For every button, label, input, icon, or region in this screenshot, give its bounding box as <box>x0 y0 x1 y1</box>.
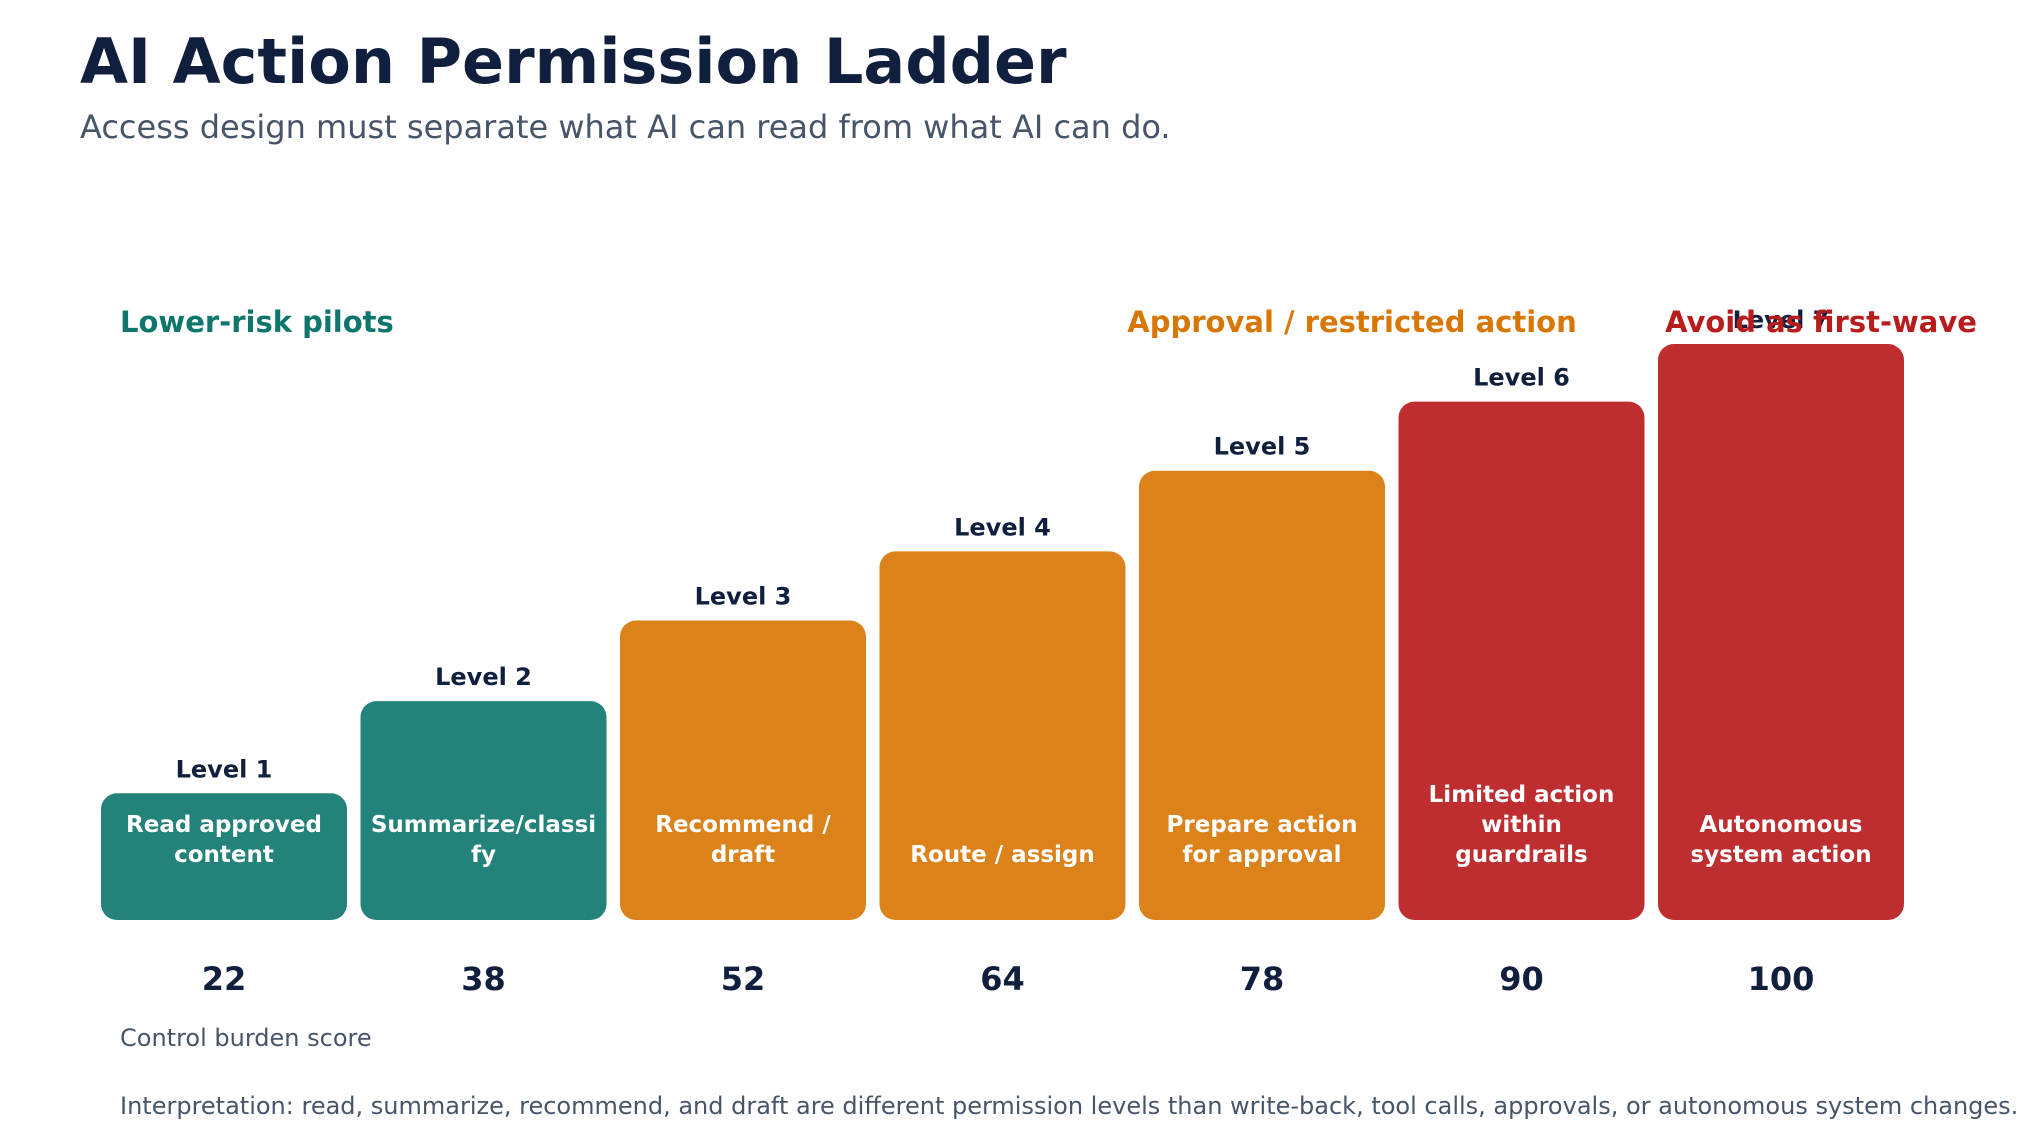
bar-description-7-line-2: system action <box>1690 842 1871 868</box>
interpretation-note: Interpretation: read, summarize, recomme… <box>120 1092 2019 1120</box>
score-label-6: 90 <box>1499 960 1544 998</box>
group-label-3: Avoid as first-wave <box>1665 305 1977 339</box>
score-label-4: 64 <box>980 960 1025 998</box>
bar-description-1-line-1: Read approved <box>126 812 322 838</box>
bar-description-6-line-2: within <box>1481 812 1562 838</box>
x-axis-label: Control burden score <box>120 1024 372 1052</box>
bar-3 <box>620 620 866 920</box>
level-label-7: Level 7 <box>1733 306 1830 334</box>
level-label-3: Level 3 <box>695 582 792 610</box>
bar-description-2-line-2: fy <box>471 842 496 868</box>
bar-description-7-line-1: Autonomous <box>1700 812 1863 838</box>
score-label-5: 78 <box>1240 960 1285 998</box>
bar-description-3-line-2: draft <box>711 842 775 868</box>
bar-2 <box>360 701 607 920</box>
chart-title: AI Action Permission Ladder <box>80 25 1067 98</box>
group-label-2: Approval / restricted action <box>1127 305 1576 339</box>
bar-5 <box>1139 470 1385 920</box>
level-label-5: Level 5 <box>1214 433 1311 461</box>
level-label-1: Level 1 <box>176 755 273 783</box>
level-label-6: Level 6 <box>1473 364 1570 392</box>
chart-subtitle: Access design must separate what AI can … <box>80 108 1171 146</box>
level-label-4: Level 4 <box>954 513 1051 541</box>
score-label-1: 22 <box>202 960 247 998</box>
score-label-3: 52 <box>721 960 766 998</box>
score-label-7: 100 <box>1748 960 1815 998</box>
bar-description-1-line-2: content <box>174 842 274 868</box>
bar-4 <box>879 551 1126 920</box>
bar-description-5-line-2: for approval <box>1182 842 1341 868</box>
bar-description-6-line-1: Limited action <box>1429 782 1615 808</box>
group-label-1: Lower-risk pilots <box>120 305 394 339</box>
bar-description-6-line-3: guardrails <box>1455 842 1588 868</box>
bar-7 <box>1658 344 1904 920</box>
bar-6 <box>1398 401 1645 921</box>
bar-description-2-line-1: Summarize/classi <box>371 812 596 838</box>
score-label-2: 38 <box>461 960 506 998</box>
bar-1 <box>101 793 347 920</box>
bar-description-5-line-1: Prepare action <box>1167 812 1358 838</box>
level-label-2: Level 2 <box>435 663 532 691</box>
bar-description-4-line-1: Route / assign <box>910 842 1095 868</box>
bar-description-3-line-1: Recommend / <box>655 812 831 838</box>
